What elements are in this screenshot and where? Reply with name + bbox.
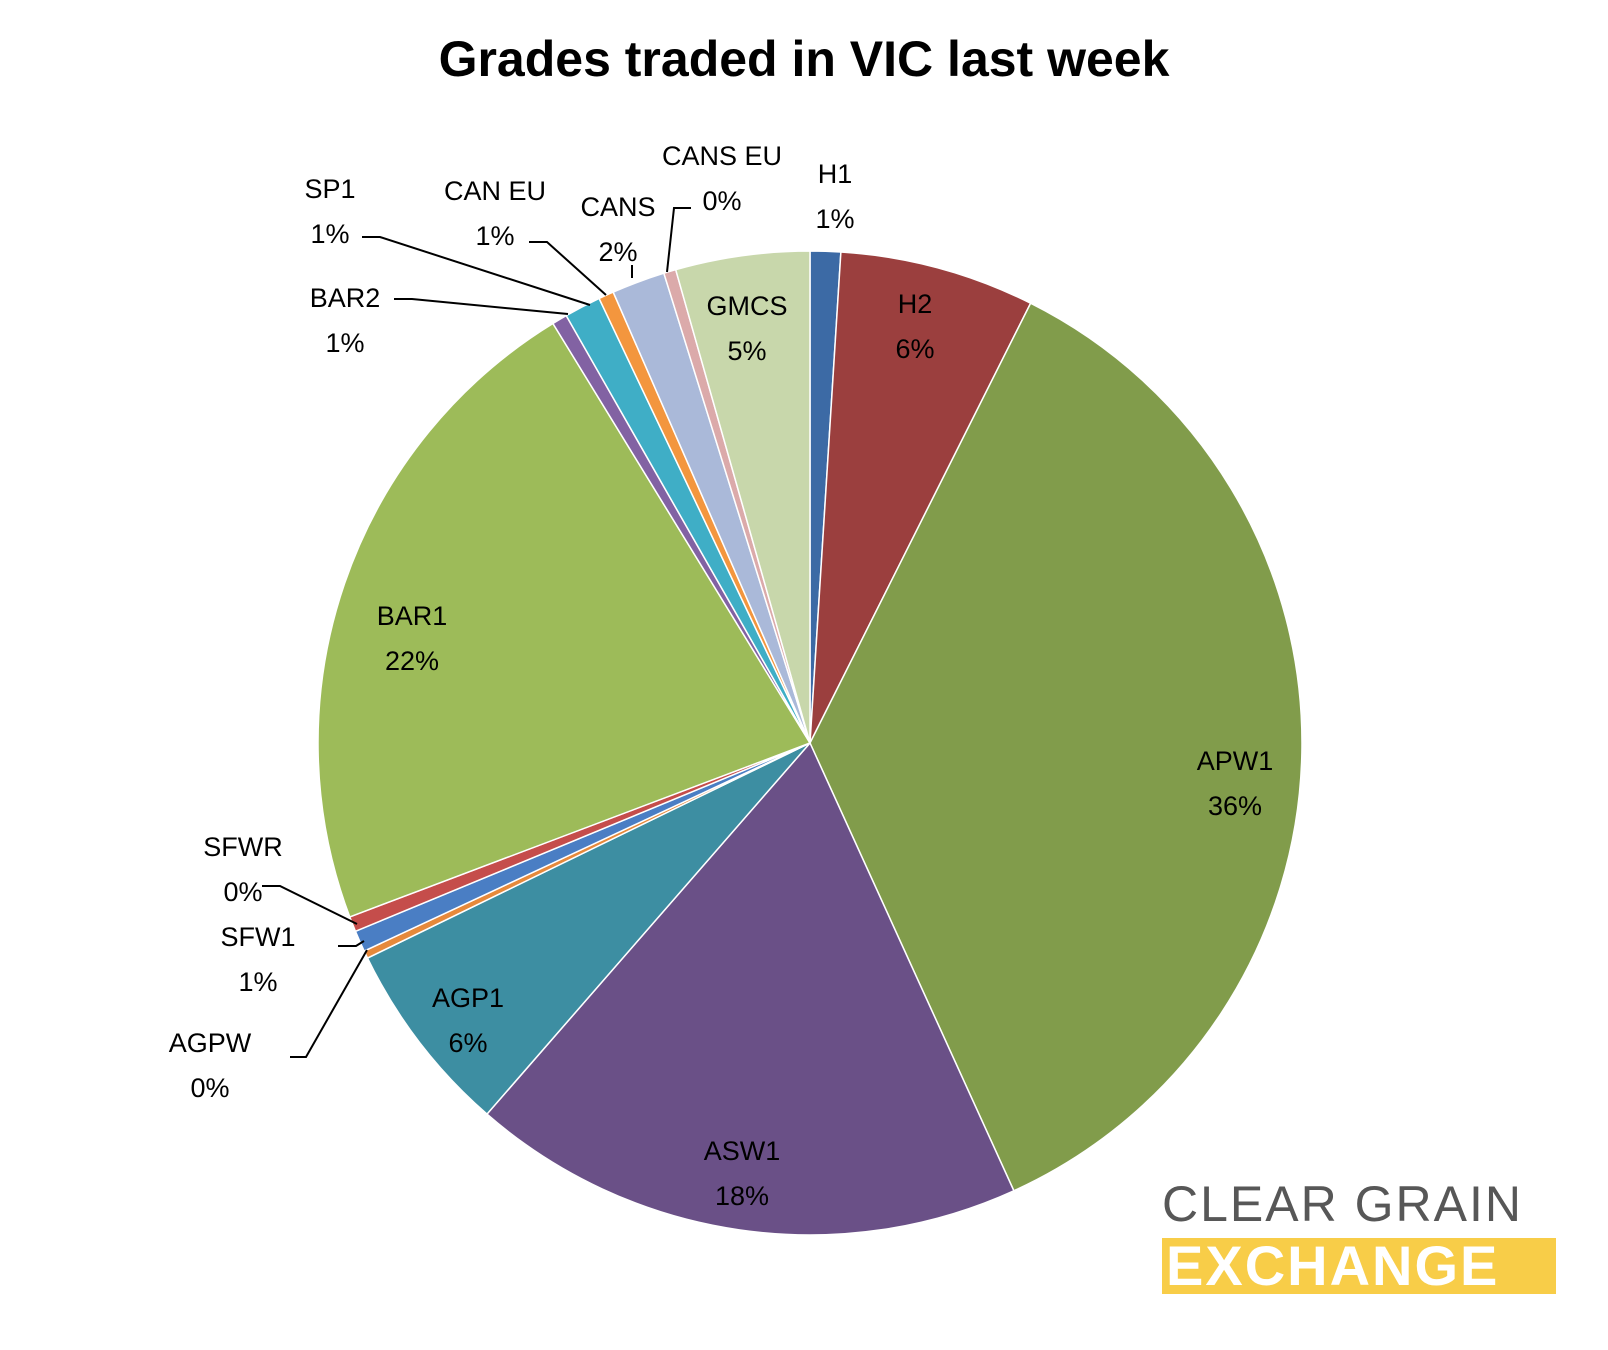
logo-line-2: EXCHANGE	[1166, 1238, 1500, 1294]
slice-label-percent: 0%	[702, 186, 741, 216]
slice-label-name: APW1	[1197, 746, 1274, 776]
leader-line	[666, 207, 691, 273]
clear-grain-exchange-logo: CLEAR GRAIN EXCHANGE	[1162, 1178, 1556, 1294]
pie-slices	[317, 250, 1303, 1236]
slice-label-percent: 22%	[385, 646, 439, 676]
pie-slice-h2	[809, 251, 1032, 744]
leader-line	[362, 236, 591, 306]
leader-line	[290, 949, 368, 1058]
slice-label-percent: 2%	[598, 237, 637, 267]
leader-lines	[262, 207, 691, 1058]
pie-slice-gmcs	[674, 250, 811, 744]
slice-label-name: SP1	[304, 174, 355, 204]
slice-label-percent: 0%	[190, 1073, 229, 1103]
slice-label-name: BAR2	[310, 283, 381, 313]
slice-label-name: CANS EU	[662, 141, 782, 171]
slice-label-name: H1	[818, 159, 853, 189]
leader-line	[394, 298, 569, 315]
slice-label-percent: 1%	[475, 221, 514, 251]
pie-slice-apw1	[809, 302, 1303, 1192]
slice-label-percent: 1%	[310, 219, 349, 249]
slice-label-percent: 1%	[238, 967, 277, 997]
logo-line-2-bar: EXCHANGE	[1162, 1238, 1556, 1294]
slice-label-percent: 6%	[895, 334, 934, 364]
pie-slice-asw1	[485, 741, 1015, 1236]
slice-label-name: AGPW	[169, 1028, 252, 1058]
slice-label-name: SFW1	[220, 922, 295, 952]
slice-label-percent: 36%	[1208, 791, 1262, 821]
slice-label-name: CANS	[580, 192, 655, 222]
slice-label-name: H2	[898, 289, 933, 319]
slice-labels: H1 1% H2 6% APW1 36% ASW1 18% AGP1 6% AGPW 0% SFW1 1%…	[169, 141, 1274, 1211]
slice-label-percent: 18%	[715, 1181, 769, 1211]
slice-label-name: SFWR	[203, 832, 282, 862]
slice-label-percent: 1%	[325, 328, 364, 358]
chart-title: Grades traded in VIC last week	[438, 31, 1170, 87]
slice-label-name: AGP1	[432, 983, 504, 1013]
slice-label-name: CAN EU	[444, 176, 546, 206]
slice-label-percent: 1%	[815, 204, 854, 234]
pie-slice-bar1	[317, 322, 812, 918]
slice-label-percent: 0%	[223, 877, 262, 907]
slice-label-percent: 5%	[727, 336, 766, 366]
leader-line	[262, 885, 358, 925]
leader-line	[338, 940, 365, 947]
slice-label-name: BAR1	[377, 601, 448, 631]
pie-slice-agp1	[366, 742, 811, 1116]
leader-line	[529, 241, 607, 296]
slice-label-percent: 6%	[448, 1028, 487, 1058]
slice-label-name: GMCS	[707, 291, 788, 321]
logo-line-1: CLEAR GRAIN	[1162, 1176, 1523, 1232]
slice-label-name: ASW1	[704, 1136, 781, 1166]
